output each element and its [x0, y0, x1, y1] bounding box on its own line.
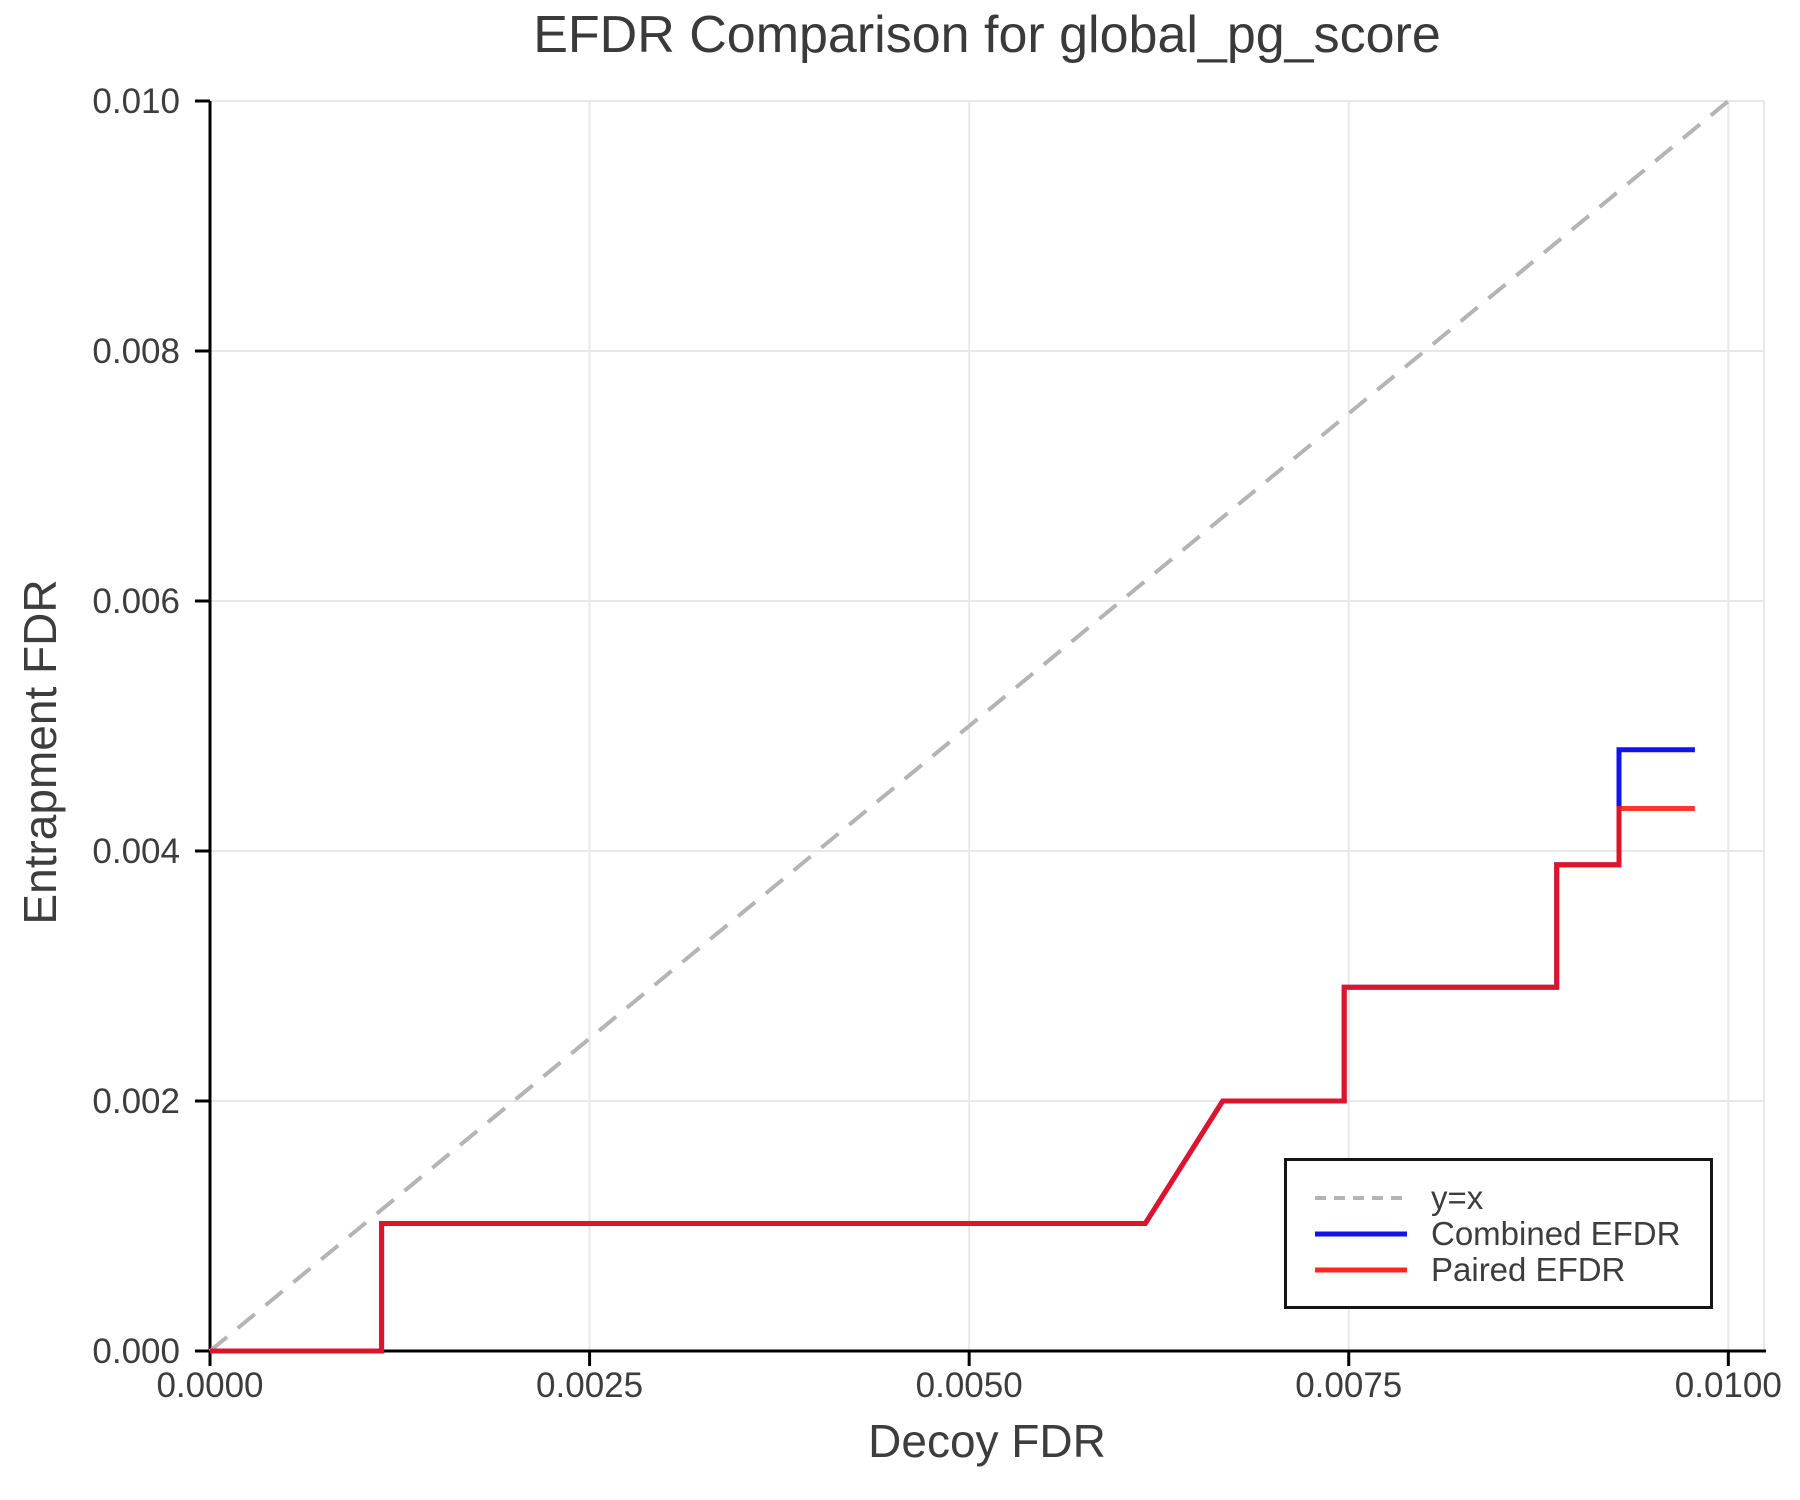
- series-paired-efdr-line: [210, 806, 1695, 1354]
- y-tick-label: 0.010: [92, 82, 180, 121]
- legend: y=x Combined EFDR Paired EFDR: [1284, 1158, 1713, 1309]
- x-tick-label: 0.0050: [916, 1366, 1023, 1405]
- chart-title: EFDR Comparison for global_pg_score: [533, 6, 1441, 64]
- y-tick-label: 0.000: [92, 1332, 180, 1371]
- x-tick-label: 0.0075: [1295, 1366, 1402, 1405]
- x-tick-label: 0.0000: [156, 1366, 263, 1405]
- y-tick-label: 0.004: [92, 832, 180, 871]
- y-tick-label: 0.002: [92, 1082, 180, 1121]
- series-y-equals-x-line: [208, 99, 1730, 1353]
- y-tick-label: 0.006: [92, 582, 180, 621]
- legend-line-y-equals-x-icon: [1315, 1195, 1407, 1200]
- legend-label-combined-efdr: Combined EFDR: [1431, 1215, 1681, 1252]
- legend-item-paired-efdr: Paired EFDR: [1313, 1253, 1700, 1286]
- legend-item-y-equals-x: y=x: [1313, 1181, 1700, 1214]
- y-tick-label: 0.008: [92, 332, 180, 371]
- legend-label-y-equals-x: y=x: [1431, 1179, 1484, 1216]
- legend-item-combined-efdr: Combined EFDR: [1313, 1217, 1700, 1250]
- x-axis-label: Decoy FDR: [868, 1415, 1106, 1467]
- legend-line-combined-efdr-icon: [1315, 1231, 1407, 1236]
- x-tick-label: 0.0100: [1675, 1366, 1782, 1405]
- legend-line-paired-efdr-icon: [1315, 1267, 1407, 1272]
- legend-label-paired-efdr: Paired EFDR: [1431, 1251, 1626, 1288]
- y-axis-label: Entrapment FDR: [14, 579, 66, 925]
- x-tick-label: 0.0025: [536, 1366, 643, 1405]
